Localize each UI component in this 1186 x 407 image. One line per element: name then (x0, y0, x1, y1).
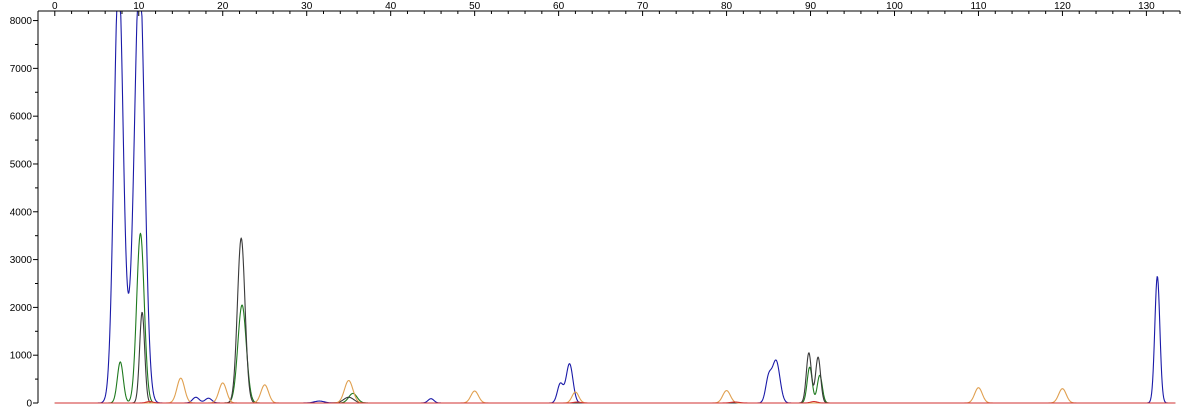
y-tick-label: 4000 (10, 207, 33, 218)
x-tick-label: 0 (52, 1, 58, 12)
x-tick-label: 50 (469, 1, 481, 12)
series-1-trace (54, 10, 1176, 404)
series-3-trace (54, 237, 1176, 404)
y-tick-label: 8000 (10, 16, 33, 27)
x-tick-label: 60 (553, 1, 565, 12)
x-tick-label: 10 (133, 1, 145, 12)
series-5-trace (54, 401, 1176, 404)
trace-layer (54, 10, 1176, 404)
y-tick-label: 3000 (10, 255, 33, 266)
series-2-trace (54, 232, 1176, 404)
x-axis-ticks: 0 10 20 30 40 50 60 70 80 90 100 110 120 130 (37, 1, 1181, 16)
x-tick-label: 120 (1054, 1, 1071, 12)
x-tick-label: 40 (385, 1, 397, 12)
x-tick-label: 110 (970, 1, 986, 12)
x-tick-label: 90 (805, 1, 817, 12)
x-tick-label: 20 (217, 1, 229, 12)
y-tick-label: 2000 (10, 303, 33, 314)
x-tick-label: 100 (886, 1, 903, 12)
series-4-trace (54, 377, 1176, 404)
x-tick-label: 30 (301, 1, 313, 12)
x-tick-label: 130 (1138, 1, 1155, 12)
x-tick-label: 70 (637, 1, 649, 12)
axes-layer: 0 10 20 30 40 50 60 70 80 90 100 110 120 130 0 1000 200… (10, 1, 1181, 407)
y-tick-label: 7000 (10, 64, 33, 75)
x-tick-label: 80 (721, 1, 733, 12)
y-tick-label: 0 (26, 399, 32, 407)
y-tick-label: 6000 (10, 112, 33, 123)
y-tick-label: 5000 (10, 159, 33, 170)
y-axis-ticks: 0 1000 2000 3000 4000 5000 6000 7000 8000 (10, 16, 38, 407)
y-tick-label: 1000 (10, 351, 33, 362)
